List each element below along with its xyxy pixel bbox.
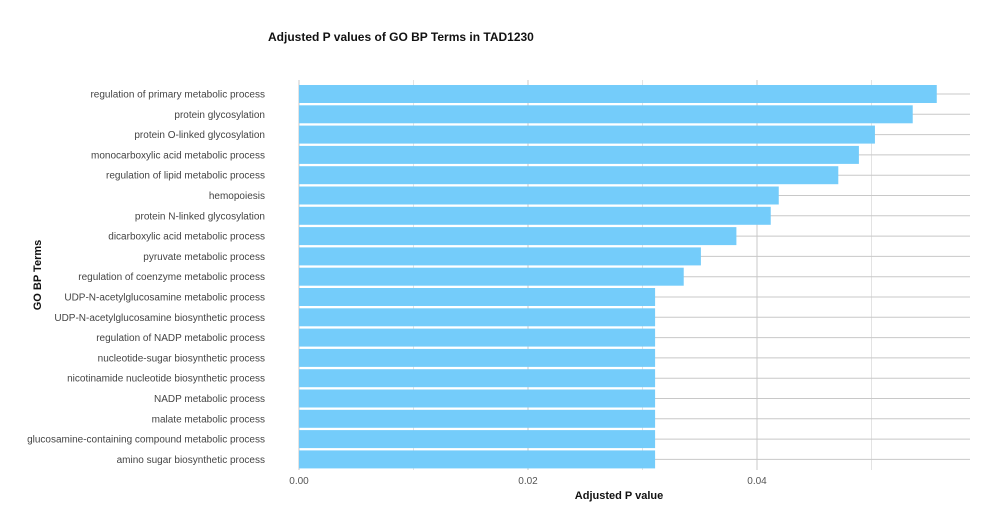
bar (299, 247, 701, 266)
category-label: regulation of lipid metabolic process (106, 171, 265, 182)
category-label: pyruvate metabolic process (143, 252, 265, 263)
bars (299, 85, 937, 469)
bar (299, 186, 779, 205)
bar (299, 348, 656, 367)
x-tick-label: 0.04 (747, 476, 767, 487)
category-label: dicarboxylic acid metabolic process (108, 232, 265, 243)
bar (299, 145, 859, 164)
category-label: monocarboxylic acid metabolic process (91, 150, 265, 161)
category-label: NADP metabolic process (154, 394, 265, 405)
category-label: protein glycosylation (174, 110, 265, 121)
category-label: regulation of primary metabolic process (90, 90, 265, 101)
bar (299, 389, 656, 408)
category-label: amino sugar biosynthetic process (117, 455, 265, 466)
category-label: protein N-linked glycosylation (135, 211, 265, 222)
bar (299, 227, 737, 246)
category-label: protein O-linked glycosylation (134, 130, 265, 141)
bar (299, 267, 684, 286)
bar (299, 308, 656, 327)
bar (299, 85, 937, 103)
category-label: UDP-N-acetylglucosamine biosynthetic pro… (54, 313, 265, 324)
x-tick-labels: 0.00 0.02 0.04 (289, 476, 767, 487)
category-label: regulation of coenzyme metabolic process (78, 272, 265, 283)
bar (299, 166, 839, 185)
category-label: nucleotide-sugar biosynthetic process (98, 353, 265, 364)
bar (299, 288, 656, 306)
category-label: hemopoiesis (209, 191, 265, 202)
category-label: malate metabolic process (152, 414, 265, 425)
bar (299, 105, 913, 124)
x-tick-label: 0.02 (518, 476, 538, 487)
y-axis-title: GO BP Terms (32, 240, 44, 311)
bar (299, 125, 875, 144)
bar (299, 450, 656, 469)
category-label: glucosamine-containing compound metaboli… (27, 435, 265, 446)
chart-title: Adjusted P values of GO BP Terms in TAD1… (268, 30, 534, 44)
x-tick-label: 0.00 (289, 476, 309, 487)
bar (299, 409, 656, 428)
category-label: nicotinamide nucleotide biosynthetic pro… (67, 374, 265, 385)
category-labels: regulation of primary metabolic process p… (27, 90, 265, 466)
category-label: regulation of NADP metabolic process (96, 333, 265, 344)
bar (299, 369, 656, 388)
bar (299, 430, 656, 449)
x-axis-title: Adjusted P value (575, 490, 663, 502)
bar (299, 206, 771, 225)
category-label: UDP-N-acetylglucosamine metabolic proces… (64, 293, 265, 304)
bar (299, 328, 656, 347)
